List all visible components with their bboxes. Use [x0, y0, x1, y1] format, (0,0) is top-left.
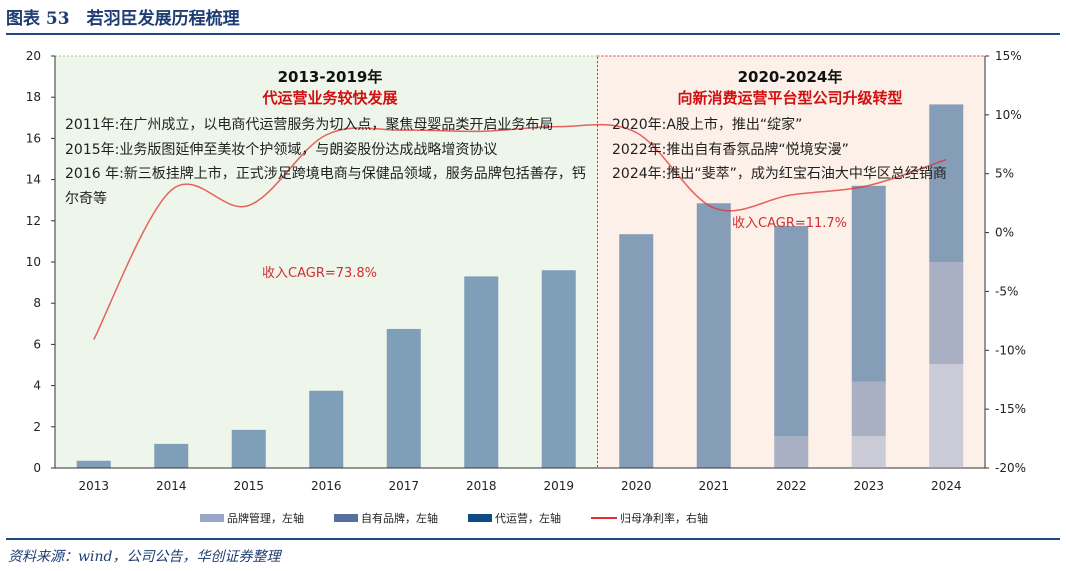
x-tick-label: 2021 [698, 479, 729, 493]
bar-2015 [231, 429, 266, 468]
left-tick-label: 14 [26, 173, 41, 187]
legend-swatch [200, 514, 224, 522]
right-tick-label: 5% [995, 167, 1014, 181]
left-tick-label: 6 [33, 337, 41, 351]
left-tick-label: 18 [26, 90, 41, 104]
x-tick-label: 2016 [311, 479, 342, 493]
bar-2024 [929, 104, 964, 262]
left-tick-label: 8 [33, 296, 41, 310]
left-tick-label: 16 [26, 131, 41, 145]
bar-2023 [851, 436, 886, 468]
x-tick-label: 2019 [543, 479, 574, 493]
phase-2-years: 2020-2024年 [737, 68, 843, 86]
right-tick-label: -15% [995, 402, 1026, 416]
right-tick-label: 0% [995, 226, 1014, 240]
bar-2023 [851, 381, 886, 437]
note: 2016 年:新三板挂牌上市，正式涉足跨境电商与保健品领域，服务品牌包括善存，钙… [65, 166, 586, 207]
phase-1-notes: 2011年:在广州成立，以电商代运营服务为切入点，聚焦母婴品类开启业务布局 20… [65, 113, 593, 211]
top-divider [6, 33, 1060, 35]
legend-item: 自有品牌，左轴 [334, 510, 438, 526]
phase-2-subtitle: 向新消费运营平台型公司升级转型 [677, 89, 903, 107]
legend-item: 代运营，左轴 [468, 510, 561, 526]
note: 2020年:A股上市，推出“绽家” [612, 117, 803, 133]
legend-swatch [468, 514, 492, 522]
x-tick-label: 2023 [853, 479, 884, 493]
legend-line [591, 517, 617, 519]
phase-2-notes: 2020年:A股上市，推出“绽家” 2022年:推出自有香氛品牌“悦境安漫” 2… [612, 113, 980, 187]
note: 2022年:推出自有香氛品牌“悦境安漫” [612, 141, 849, 158]
phase-1-header: 2013-2019年 代运营业务较快发展 [200, 66, 460, 108]
phase-1-cagr: 收入CAGR=73.8% [262, 266, 378, 281]
right-tick-label: -10% [995, 343, 1026, 357]
bar-2013 [76, 460, 111, 468]
legend-swatch [334, 514, 358, 522]
right-tick-label: -5% [995, 284, 1018, 298]
phase-1-years: 2013-2019年 [277, 68, 383, 86]
legend-label: 品牌管理，左轴 [227, 512, 304, 525]
figure-title: 图表 53 若羽臣发展历程梳理 [6, 9, 240, 29]
note: 2024年:推出“斐萃”，成为红宝石油大中华区总经销商 [612, 166, 947, 182]
bar-2022 [774, 436, 809, 468]
phase-2-header: 2020-2024年 向新消费运营平台型公司升级转型 [640, 66, 940, 108]
legend: 品牌管理，左轴 自有品牌，左轴 代运营，左轴 归母净利率，右轴 [200, 510, 708, 526]
bar-2021 [696, 203, 731, 469]
legend-label: 自有品牌，左轴 [361, 512, 438, 525]
left-tick-label: 2 [33, 420, 41, 434]
bar-2024 [929, 262, 964, 364]
left-tick-label: 0 [33, 461, 41, 475]
right-tick-label: 15% [995, 49, 1022, 63]
legend-item: 归母净利率，右轴 [591, 510, 708, 526]
bar-2019 [541, 270, 576, 468]
note: 2015年:业务版图延伸至美妆个护领域，与朗姿股份达成战略增资协议 [65, 141, 498, 158]
x-tick-label: 2024 [931, 479, 962, 493]
bar-2022 [774, 225, 809, 437]
bar-2018 [464, 276, 499, 468]
bar-2017 [386, 328, 421, 468]
bar-2023 [851, 185, 886, 382]
legend-item: 品牌管理，左轴 [200, 510, 304, 526]
source-note: 资料来源：wind，公司公告，华创证券整理 [8, 549, 281, 565]
net-margin-line [93, 123, 947, 341]
bar-2020 [619, 234, 654, 468]
x-tick-label: 2018 [466, 479, 497, 493]
right-tick-label: -20% [995, 461, 1026, 475]
left-tick-label: 10 [26, 255, 41, 269]
note: 2011年:在广州成立，以电商代运营服务为切入点，聚焦母婴品类开启业务布局 [65, 117, 554, 133]
left-tick-label: 12 [26, 214, 41, 228]
left-tick-label: 4 [33, 379, 41, 393]
legend-label: 代运营，左轴 [495, 512, 561, 525]
x-tick-label: 2022 [776, 479, 807, 493]
right-tick-label: 10% [995, 108, 1022, 122]
x-tick-label: 2017 [388, 479, 419, 493]
bar-2016 [309, 390, 344, 468]
left-tick-label: 20 [26, 49, 41, 63]
bar-2024 [929, 363, 964, 468]
phase-2-cagr: 收入CAGR=11.7% [732, 216, 848, 231]
legend-label: 归母净利率，右轴 [620, 512, 708, 525]
x-tick-label: 2020 [621, 479, 652, 493]
x-tick-label: 2015 [233, 479, 264, 493]
x-tick-label: 2013 [78, 479, 109, 493]
bar-2014 [154, 443, 189, 468]
phase-1-subtitle: 代运营业务较快发展 [262, 89, 398, 107]
x-tick-label: 2014 [156, 479, 187, 493]
bottom-divider [6, 538, 1060, 540]
